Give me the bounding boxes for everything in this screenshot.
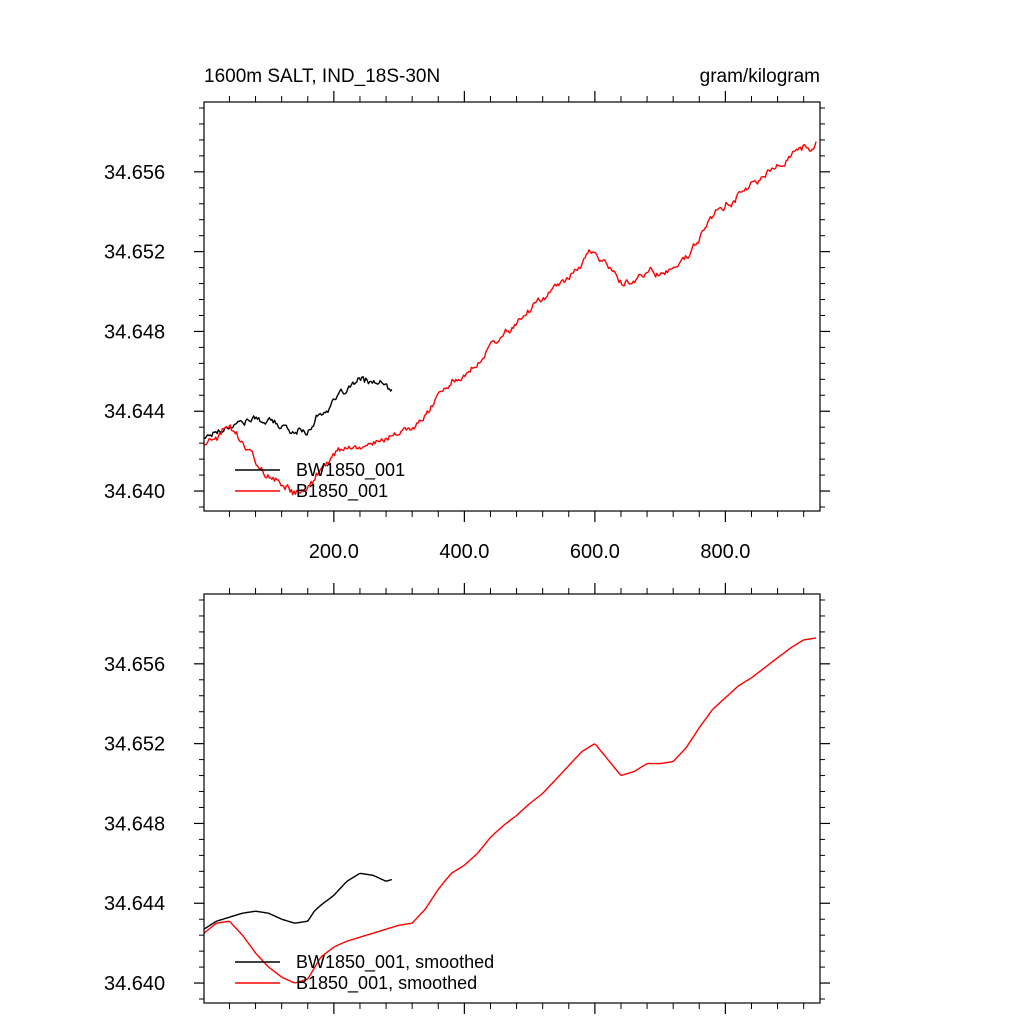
y-tick-label: 34.644 — [104, 893, 165, 915]
y-tick-label: 34.648 — [104, 321, 165, 343]
legend-label-bw1850: BW1850_001 — [296, 460, 405, 481]
legend-label-b1850: B1850_001 — [296, 481, 388, 502]
y-tick-label: 34.640 — [104, 481, 165, 503]
series-line-b1850-001 — [204, 141, 817, 496]
legend-label-b1850-smoothed: B1850_001, smoothed — [296, 973, 477, 994]
y-tick-label: 34.656 — [104, 654, 165, 676]
series-line-bw1850-001 — [204, 872, 393, 930]
y-tick-label: 34.644 — [104, 401, 165, 423]
x-tick-label: 600.0 — [570, 541, 620, 563]
series-line-bw1850-001 — [204, 376, 393, 439]
y-tick-label: 34.656 — [104, 162, 165, 184]
raw-plot-area: 34.640 34.644 34.648 34.652 34.656 200.0 400.0… — [104, 91, 830, 563]
panel-title: 1600m SALT, IND_18S-30N — [204, 66, 440, 87]
plot-frame — [203, 593, 821, 1004]
series-line-b1850-001 — [204, 637, 817, 984]
units-label: gram/kilogram — [700, 66, 820, 87]
legend: BW1850_001 B1850_001 — [235, 460, 405, 502]
legend: BW1850_001, smoothed B1850_001, smoothed — [235, 952, 494, 994]
raw-salinity-panel: 1600m SALT, IND_18S-30N gram/kilogram 34… — [104, 66, 830, 563]
y-tick-label: 34.640 — [104, 973, 165, 995]
x-tick-label: 800.0 — [700, 541, 750, 563]
y-tick-label: 34.652 — [104, 734, 165, 756]
x-tick-label: 200.0 — [309, 541, 359, 563]
y-tick-label: 34.648 — [104, 813, 165, 835]
legend-label-bw1850-smoothed: BW1850_001, smoothed — [296, 952, 494, 973]
smoothed-plot-area: 34.640 34.644 34.648 34.652 34.656 — [104, 583, 830, 1014]
plot-frame — [203, 101, 821, 512]
x-tick-label: 400.0 — [439, 541, 489, 563]
y-tick-label: 34.652 — [104, 242, 165, 264]
smoothed-salinity-panel: 34.640 34.644 34.648 34.652 34.656 BW1850_00… — [104, 583, 830, 1014]
